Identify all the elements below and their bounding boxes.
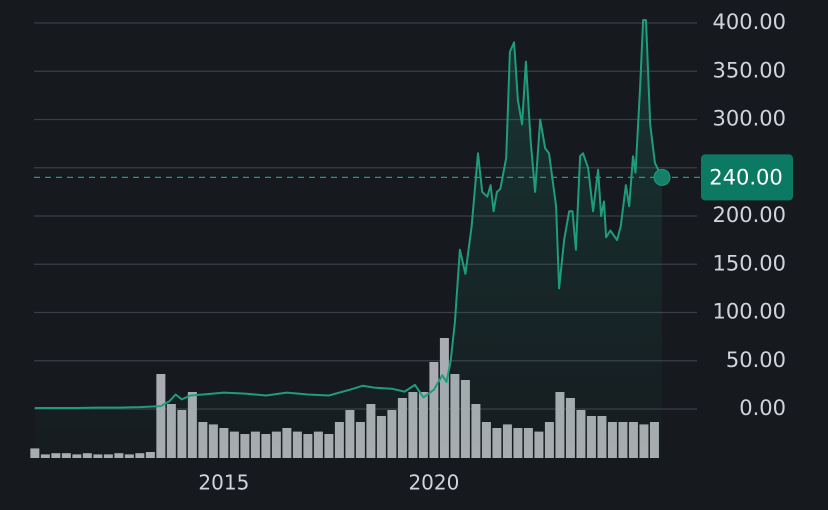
- y-tick-label: 350.00: [713, 58, 786, 82]
- y-tick-label: 0.00: [739, 396, 786, 420]
- y-tick-label: 200.00: [713, 203, 786, 227]
- x-tick-label: 2015: [198, 471, 249, 495]
- price-line: [34, 19, 663, 409]
- y-tick-label: 50.00: [726, 348, 786, 372]
- y-tick-label: 300.00: [713, 107, 786, 131]
- price-area: [34, 20, 663, 458]
- last-value-dot: [653, 168, 671, 186]
- y-tick-label: 150.00: [713, 251, 786, 275]
- last-value-label: 240.00: [709, 165, 782, 189]
- last-value-badge: [701, 154, 793, 201]
- y-tick-label: 400.00: [713, 10, 786, 34]
- y-tick-label: 100.00: [713, 300, 786, 324]
- x-tick-label: 2020: [408, 471, 459, 495]
